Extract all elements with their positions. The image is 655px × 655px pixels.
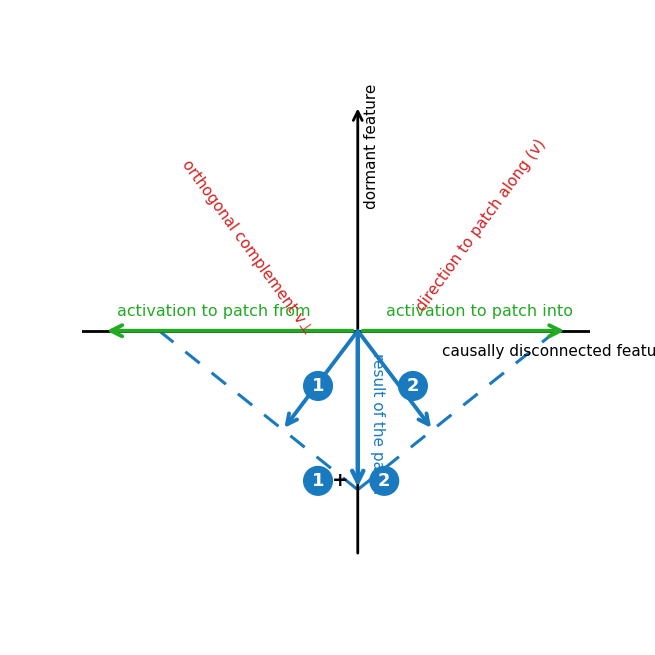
Text: 1: 1 bbox=[312, 377, 324, 395]
Text: orthogonal complement v⊥: orthogonal complement v⊥ bbox=[179, 157, 316, 337]
Text: 2: 2 bbox=[407, 377, 419, 395]
Text: result of the patch: result of the patch bbox=[370, 353, 385, 494]
Text: +: + bbox=[332, 472, 348, 491]
Text: 2: 2 bbox=[378, 472, 390, 490]
Circle shape bbox=[370, 466, 399, 495]
Circle shape bbox=[304, 371, 332, 400]
Text: causally disconnected featu: causally disconnected featu bbox=[441, 344, 655, 359]
Text: direction to patch along (v): direction to patch along (v) bbox=[414, 136, 549, 314]
Text: activation to patch into: activation to patch into bbox=[386, 304, 572, 318]
Circle shape bbox=[304, 466, 332, 495]
Text: activation to patch from: activation to patch from bbox=[117, 304, 311, 318]
Circle shape bbox=[399, 371, 427, 400]
Text: 1: 1 bbox=[312, 472, 324, 490]
Text: dormant feature: dormant feature bbox=[364, 84, 379, 210]
